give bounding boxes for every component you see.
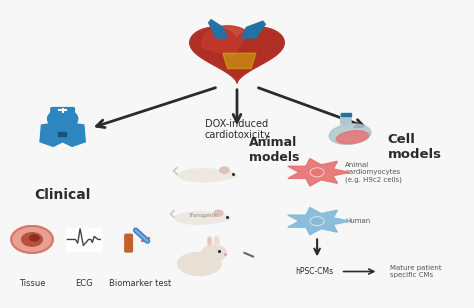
Polygon shape [288,159,350,186]
Text: ECG: ECG [75,279,92,288]
Polygon shape [288,208,350,235]
Ellipse shape [225,217,230,220]
Circle shape [30,235,39,241]
Ellipse shape [337,131,369,144]
Bar [341,113,351,116]
Text: Tissue: Tissue [19,279,46,288]
FancyBboxPatch shape [341,114,351,124]
Ellipse shape [209,238,210,245]
Polygon shape [190,27,284,83]
Polygon shape [223,53,256,69]
Text: DOX-induced
cardiotoxicity: DOX-induced cardiotoxicity [204,119,270,140]
Circle shape [219,167,229,173]
Polygon shape [209,20,228,38]
Polygon shape [40,122,85,146]
Ellipse shape [208,236,212,247]
Circle shape [47,109,78,129]
Ellipse shape [220,171,234,179]
Text: Biomarker test: Biomarker test [109,279,172,288]
Text: Human: Human [346,218,371,224]
Circle shape [22,233,42,246]
Circle shape [310,217,324,226]
Ellipse shape [178,252,221,275]
Polygon shape [201,26,248,56]
Ellipse shape [215,236,219,247]
FancyBboxPatch shape [139,232,152,253]
Text: Cell
models: Cell models [388,133,442,161]
Bar [58,132,66,136]
Text: Transgenic: Transgenic [189,213,219,217]
Text: Mature patient
specific CMs: Mature patient specific CMs [390,265,442,278]
Ellipse shape [179,169,229,182]
Circle shape [11,226,53,253]
Text: Animal
cardiomyocytes
(e.g. H9c2 cells): Animal cardiomyocytes (e.g. H9c2 cells) [346,162,402,183]
Ellipse shape [231,174,237,177]
FancyBboxPatch shape [125,234,132,252]
FancyBboxPatch shape [51,107,74,113]
Polygon shape [242,21,265,38]
Ellipse shape [329,124,371,144]
Circle shape [202,245,227,261]
Ellipse shape [175,212,223,224]
Text: Clinical: Clinical [35,188,91,201]
Bar [66,228,102,251]
Text: Animal
models: Animal models [249,136,299,164]
Ellipse shape [214,214,228,221]
Circle shape [310,168,324,177]
Circle shape [214,210,223,216]
Text: hPSC-CMs: hPSC-CMs [296,267,334,276]
Polygon shape [190,27,284,83]
